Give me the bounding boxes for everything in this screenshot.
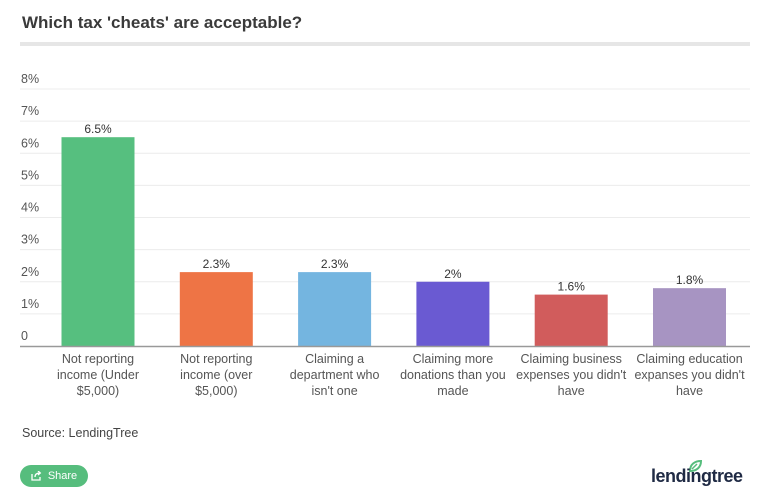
x-tick-label: Not reporting xyxy=(180,352,252,366)
bar xyxy=(416,281,490,346)
leaf-icon xyxy=(688,460,702,472)
y-tick-label: 8% xyxy=(21,72,39,86)
data-label: 2.3% xyxy=(203,257,231,271)
share-label: Share xyxy=(47,470,78,482)
x-tick-label: expanses you didn't xyxy=(634,368,745,382)
y-tick-label: 4% xyxy=(21,201,39,215)
share-icon xyxy=(31,471,42,481)
y-tick-label: 2% xyxy=(21,265,39,279)
x-tick-label: Claiming business xyxy=(520,352,621,366)
x-tick-label: $5,000) xyxy=(195,384,237,398)
lendingtree-logo[interactable]: lendingtree xyxy=(651,466,743,486)
x-tick-label: department who xyxy=(290,368,380,382)
bar xyxy=(298,272,372,346)
data-label: 6.5% xyxy=(84,122,112,136)
x-tick-label: Claiming education xyxy=(636,352,742,366)
y-tick-label: 0 xyxy=(21,329,28,343)
x-tick-label: have xyxy=(676,384,703,398)
data-labels: 6.5% 2.3% 2.3% 2% 1.6% 1.8% xyxy=(84,122,703,293)
x-tick-label: income (Under xyxy=(57,368,139,382)
y-axis-ticks: 0 1% 2% 3% 4% 5% 6% 7% 8% xyxy=(21,72,39,343)
x-tick-label: donations than you xyxy=(400,368,506,382)
bar xyxy=(61,137,135,346)
x-axis-labels: Not reporting income (Under $5,000) Not rep… xyxy=(57,352,745,398)
bars xyxy=(61,137,726,346)
data-label: 2.3% xyxy=(321,257,349,271)
x-tick-label: expenses you didn't xyxy=(516,368,627,382)
bar xyxy=(179,272,253,346)
data-label: 1.6% xyxy=(558,280,586,294)
x-tick-label: made xyxy=(437,384,468,398)
x-tick-label: income (over xyxy=(180,368,252,382)
data-label: 1.8% xyxy=(676,273,704,287)
y-tick-label: 6% xyxy=(21,136,39,150)
x-tick-label: Not reporting xyxy=(62,352,134,366)
x-tick-label: Claiming more xyxy=(413,352,494,366)
chart-title: Which tax 'cheats' are acceptable? xyxy=(22,13,303,32)
bar xyxy=(534,294,608,346)
share-button[interactable]: Share xyxy=(20,465,88,487)
y-tick-label: 5% xyxy=(21,168,39,182)
x-tick-label: isn't one xyxy=(312,384,358,398)
y-tick-label: 7% xyxy=(21,104,39,118)
x-tick-label: have xyxy=(558,384,585,398)
x-tick-label: Claiming a xyxy=(305,352,364,366)
source-note: Source: LendingTree xyxy=(22,426,139,440)
x-tick-label: $5,000) xyxy=(77,384,119,398)
title-divider xyxy=(20,42,750,46)
data-label: 2% xyxy=(444,267,462,281)
bar-chart: 0 1% 2% 3% 4% 5% 6% 7% 8% 6.5% 2.3% 2.3% 2% 1.6% 1.8%… xyxy=(20,72,750,398)
gridlines xyxy=(20,88,750,315)
y-tick-label: 3% xyxy=(21,233,39,247)
bar xyxy=(653,288,726,346)
y-tick-label: 1% xyxy=(21,297,39,311)
